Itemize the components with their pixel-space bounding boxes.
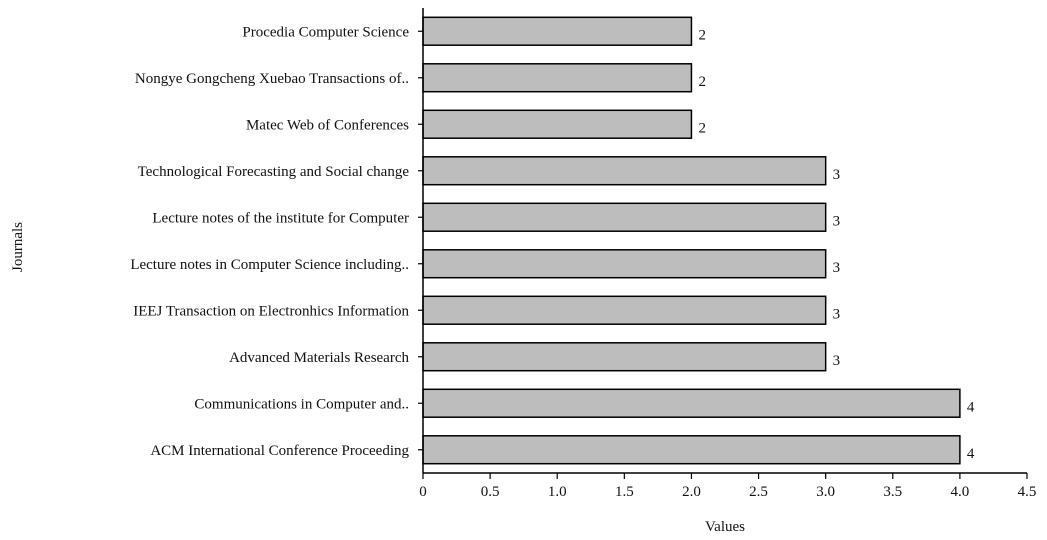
category-label: Matec Web of Conferences xyxy=(246,117,409,133)
bar xyxy=(422,342,827,372)
x-tick-label: 0.5 xyxy=(481,484,500,500)
bar xyxy=(422,435,961,465)
category-label: Communications in Computer and.. xyxy=(194,396,409,412)
data-label: 4 xyxy=(967,446,975,462)
x-tick-label: 3.5 xyxy=(883,484,902,500)
bar xyxy=(422,202,827,232)
category-label: Technological Forecasting and Social cha… xyxy=(138,164,410,180)
bar xyxy=(422,249,827,279)
x-tick-label: 4.0 xyxy=(951,484,970,500)
x-tick-label: 2.0 xyxy=(682,484,701,500)
data-label: 2 xyxy=(698,74,706,90)
category-labels: Procedia Computer Science Nongye Gongchen… xyxy=(130,24,423,459)
data-label: 3 xyxy=(833,260,841,276)
x-tick-label: 0 xyxy=(419,484,427,500)
x-tick-label: 1.5 xyxy=(615,484,634,500)
data-label: 3 xyxy=(833,213,841,229)
category-label: Procedia Computer Science xyxy=(242,24,409,40)
bar xyxy=(422,63,693,93)
data-label: 2 xyxy=(698,120,706,136)
data-label: 3 xyxy=(833,167,841,183)
bar xyxy=(422,388,961,418)
category-label: Lecture notes in Computer Science includ… xyxy=(130,257,409,273)
data-label: 3 xyxy=(833,306,841,322)
category-label: IEEJ Transaction on Electronhics Informa… xyxy=(133,303,409,319)
bar xyxy=(422,295,827,325)
data-label: 3 xyxy=(833,353,841,369)
bar xyxy=(422,109,693,139)
x-axis-ticks: 0 0.5 1.0 1.5 2.0 2.5 3.0 3.5 4.0 4.5 xyxy=(419,473,1036,500)
bar xyxy=(422,16,693,46)
bars-layer xyxy=(422,16,961,465)
data-labels: 2 2 2 3 3 3 3 3 4 4 xyxy=(698,27,974,462)
x-tick-label: 1.0 xyxy=(548,484,567,500)
category-label: Lecture notes of the institute for Compu… xyxy=(152,210,409,226)
x-tick-label: 3.0 xyxy=(816,484,835,500)
category-label: Advanced Materials Research xyxy=(229,350,409,366)
x-tick-label: 4.5 xyxy=(1018,484,1037,500)
category-label: ACM International Conference Proceeding xyxy=(150,443,409,459)
y-axis-label: Journals xyxy=(10,222,26,272)
x-axis-label: Values xyxy=(705,519,745,535)
category-label: Nongye Gongcheng Xuebao Transactions of.… xyxy=(135,71,409,87)
data-label: 4 xyxy=(967,399,975,415)
bar xyxy=(422,156,827,186)
x-tick-label: 2.5 xyxy=(749,484,768,500)
data-label: 2 xyxy=(698,27,706,43)
